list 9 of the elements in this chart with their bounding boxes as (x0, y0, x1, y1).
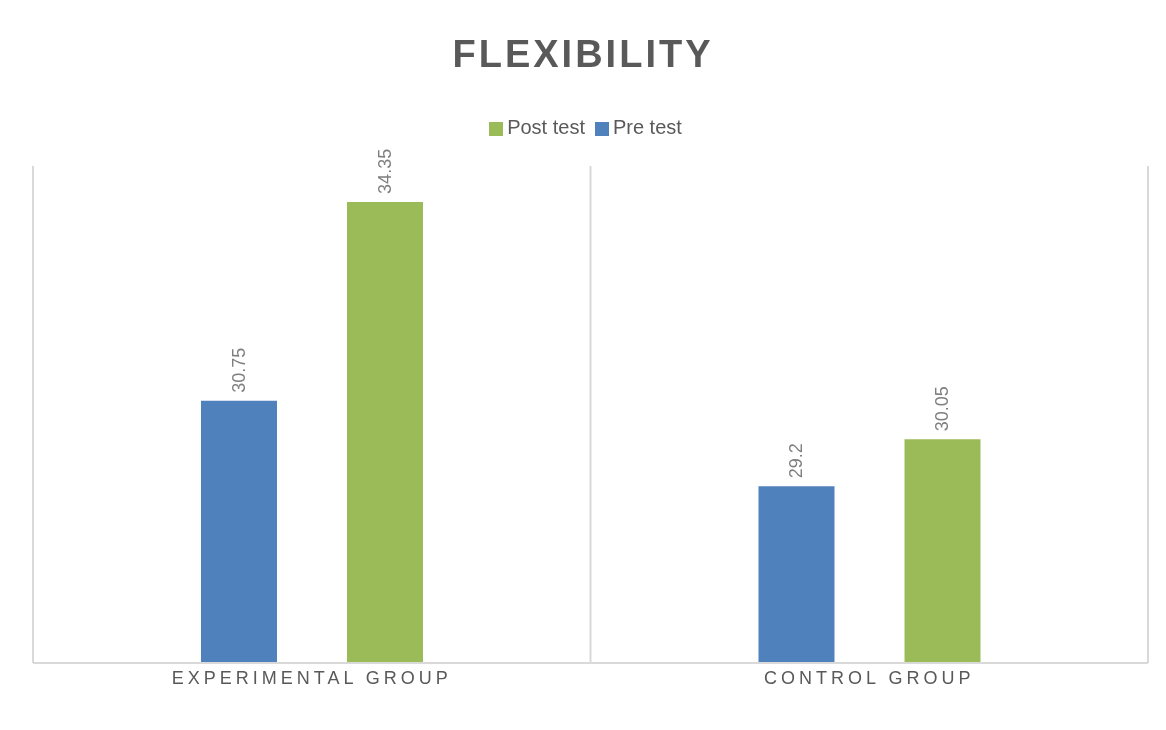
chart-title: FLEXIBILITY (451, 33, 715, 76)
legend-label: Pre test (612, 116, 682, 138)
legend-label: Post test (507, 116, 585, 138)
data-label: 30.75 (229, 347, 249, 393)
x-tick-label: CONTROL GROUP (764, 667, 975, 688)
data-label: 34.35 (375, 148, 395, 194)
data-label: 29.2 (786, 443, 807, 479)
data-label: 30.05 (932, 386, 953, 432)
x-tick-label: EXPERIMENTAL GROUP (171, 667, 452, 688)
